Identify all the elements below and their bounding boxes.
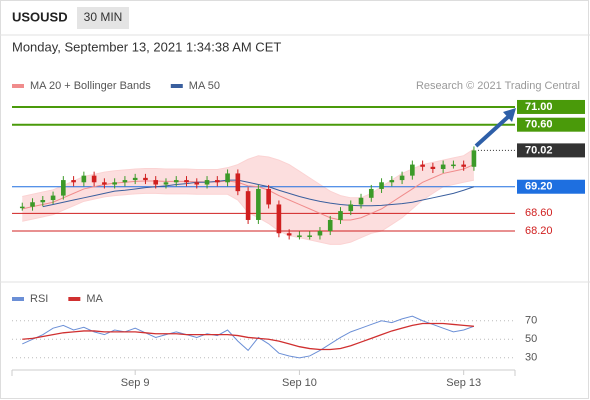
candle-body xyxy=(235,173,241,192)
legend-label: MA xyxy=(86,293,103,305)
candle-body xyxy=(317,231,323,236)
candle-body xyxy=(30,202,35,207)
candle-body xyxy=(297,235,302,237)
candle-body xyxy=(358,197,364,205)
candle-body xyxy=(19,206,25,209)
x-tick-label: Sep 13 xyxy=(446,377,481,389)
candle-body xyxy=(338,211,343,220)
candle-body xyxy=(225,173,230,183)
x-tick-label: Sep 9 xyxy=(121,377,150,389)
plots: 71.00 70.60 70.02 69.20 68.60 68.20 MA 20 + Bo… xyxy=(12,80,585,389)
legend-swatch xyxy=(12,297,24,301)
candle-body xyxy=(40,200,46,203)
candle-body xyxy=(399,175,405,181)
candle-body xyxy=(122,180,128,183)
level-label: 71.00 xyxy=(525,101,553,113)
candle-body xyxy=(266,188,271,205)
candle-body xyxy=(153,180,159,185)
level-badge xyxy=(517,99,585,114)
level-label: 70.60 xyxy=(525,119,553,131)
candle-body xyxy=(204,180,210,185)
x-tick-label: Sep 10 xyxy=(282,377,317,389)
candle-body xyxy=(276,204,282,234)
legend-swatch xyxy=(68,297,81,301)
bollinger-upper xyxy=(22,148,475,199)
y-tick-label: 70 xyxy=(525,315,537,327)
candle-body xyxy=(430,166,436,170)
forecast-arrowhead xyxy=(503,108,516,122)
ma-line xyxy=(22,164,475,221)
level-label: 69.20 xyxy=(525,181,553,193)
candle-body xyxy=(256,188,261,220)
candle-body xyxy=(410,164,415,176)
candle-body xyxy=(184,180,189,183)
symbol: USOUSD xyxy=(12,9,68,24)
candle-body xyxy=(461,164,466,167)
candle-body xyxy=(81,175,87,183)
legend-label: MA 50 xyxy=(189,80,220,92)
candle-body xyxy=(307,235,313,237)
candle-body xyxy=(102,182,107,185)
candle-body xyxy=(91,175,97,183)
candle-body xyxy=(143,177,148,181)
candle-body xyxy=(61,180,66,196)
candle-body xyxy=(163,182,169,185)
y-tick-label: 30 xyxy=(525,352,537,364)
candle-body xyxy=(71,180,76,183)
line xyxy=(22,315,475,359)
candle-body xyxy=(286,233,292,236)
level-label: 68.20 xyxy=(525,225,553,237)
timeframe[interactable]: 30 MIN xyxy=(84,10,123,24)
legend-label: MA 20 + Bollinger Bands xyxy=(30,80,151,92)
legend-swatch xyxy=(170,84,183,88)
candle-body xyxy=(132,177,138,181)
candle-body xyxy=(389,180,395,183)
legend-label: RSI xyxy=(30,293,48,305)
candle-body xyxy=(451,164,456,167)
level-badge xyxy=(517,117,585,132)
candle-body xyxy=(50,195,56,201)
candle-body xyxy=(440,164,446,170)
forecast-arrow xyxy=(474,115,510,148)
candle-body xyxy=(214,180,220,183)
timestamp: Monday, September 13, 2021 1:34:38 AM CE… xyxy=(12,39,281,54)
candle-body xyxy=(368,188,374,198)
candle-body xyxy=(420,164,425,167)
candle-body xyxy=(379,182,384,189)
level-label: 68.60 xyxy=(525,207,553,219)
level-badge xyxy=(517,179,585,194)
y-tick-label: 50 xyxy=(525,333,537,345)
candle-body xyxy=(348,204,354,212)
candle-body xyxy=(173,180,179,183)
candle-body xyxy=(327,219,333,232)
candle-body xyxy=(112,182,117,185)
level-badge xyxy=(517,143,585,158)
ma-line xyxy=(42,179,475,208)
legend-swatch xyxy=(12,84,24,88)
level-label: 70.02 xyxy=(525,144,553,156)
candle-body xyxy=(194,182,200,185)
line xyxy=(22,322,474,351)
timeframe-box[interactable] xyxy=(77,7,129,29)
candle-body xyxy=(245,191,251,220)
candle-body xyxy=(471,150,477,167)
copyright: Research © 2021 Trading Central xyxy=(416,80,580,92)
